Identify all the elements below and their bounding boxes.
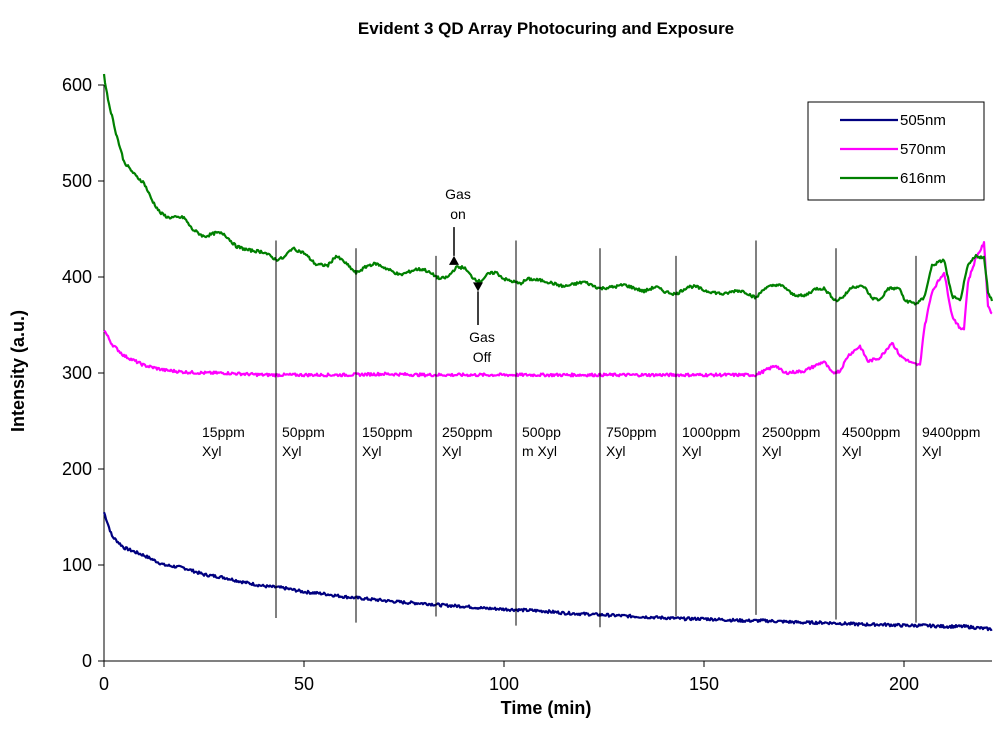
- series-line-616nm: [102, 73, 994, 306]
- y-tick-label: 200: [62, 459, 92, 479]
- gas-on-arrow-head: [449, 255, 459, 265]
- x-tick-label: 0: [99, 674, 109, 694]
- phase-label: 1000ppm: [682, 424, 740, 440]
- gas-on-label: on: [450, 206, 466, 222]
- phase-label: 15ppm: [202, 424, 245, 440]
- phase-label: 150ppm: [362, 424, 413, 440]
- legend-box: [807, 101, 985, 201]
- legend-label-616nm: 616nm: [900, 170, 946, 187]
- gas-off-arrow-head: [473, 282, 483, 292]
- phase-label: Xyl: [842, 443, 861, 459]
- legend-label-505nm: 505nm: [900, 112, 946, 129]
- y-tick-label: 400: [62, 267, 92, 287]
- y-axis-title: Intensity (a.u.): [8, 310, 28, 432]
- phase-label: 750ppm: [606, 424, 657, 440]
- series-line-505nm: [102, 511, 993, 632]
- phase-label: Xyl: [362, 443, 381, 459]
- phase-label: Xyl: [442, 443, 461, 459]
- phase-label: 2500ppm: [762, 424, 820, 440]
- x-tick-label: 50: [294, 674, 314, 694]
- phase-label: Xyl: [682, 443, 701, 459]
- phase-label: 9400ppm: [922, 424, 980, 440]
- y-tick-label: 500: [62, 171, 92, 191]
- legend-label-570nm: 570nm: [900, 141, 946, 158]
- y-tick-label: 100: [62, 555, 92, 575]
- gas-on-label: Gas: [445, 186, 471, 202]
- phase-label: Xyl: [202, 443, 221, 459]
- y-tick-label: 0: [82, 651, 92, 671]
- x-tick-label: 150: [689, 674, 719, 694]
- phase-label: m Xyl: [522, 443, 557, 459]
- phase-label: Xyl: [606, 443, 625, 459]
- phase-label: 50ppm: [282, 424, 325, 440]
- chart-title: Evident 3 QD Array Photocuring and Expos…: [358, 19, 734, 38]
- phase-label: Xyl: [922, 443, 941, 459]
- gas-off-label: Gas: [469, 329, 495, 345]
- gas-off-label: Off: [473, 349, 492, 365]
- x-tick-label: 100: [489, 674, 519, 694]
- series-line-570nm: [103, 241, 993, 378]
- phase-label: Xyl: [762, 443, 781, 459]
- phase-label: Xyl: [282, 443, 301, 459]
- phase-label: 500pp: [522, 424, 561, 440]
- y-tick-label: 300: [62, 363, 92, 383]
- y-tick-label: 600: [62, 75, 92, 95]
- phase-label: 4500ppm: [842, 424, 900, 440]
- phase-label: 250ppm: [442, 424, 493, 440]
- x-axis-title: Time (min): [501, 698, 592, 718]
- x-tick-label: 200: [889, 674, 919, 694]
